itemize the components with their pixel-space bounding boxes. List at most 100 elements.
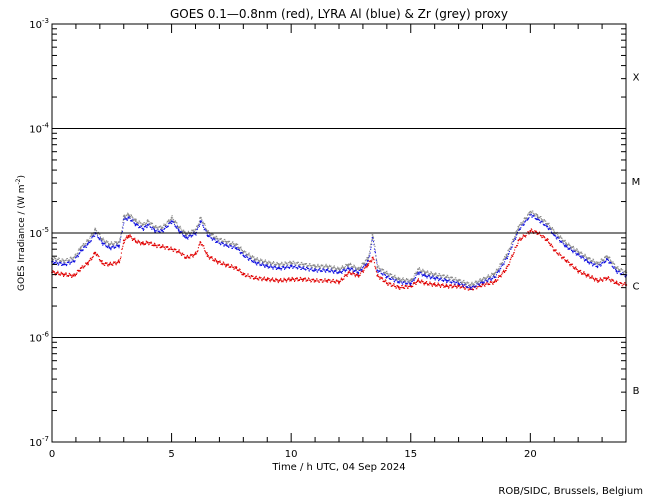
data-point [505,253,508,256]
data-point [424,274,426,277]
data-point [546,225,548,228]
data-point [326,279,328,282]
data-point [216,237,218,240]
flare-class-labels: X M C B [632,72,641,397]
data-point [371,236,374,239]
data-point [565,245,568,248]
data-point [366,256,369,259]
data-point [134,240,137,243]
x-tick-labels: 0 5 10 15 20 [49,449,537,460]
x-tick-label: 0 [49,449,55,460]
data-point [141,223,144,226]
data-point [216,241,218,243]
data-point [146,223,149,226]
y-axis-label-text: GOES Irradiance / (W m [17,185,27,291]
data-point [118,260,120,263]
y-tick-label-exponent: -7 [42,435,49,443]
data-point [153,229,156,232]
data-point [417,279,419,282]
data-point [79,246,82,249]
data-point [596,279,599,282]
data-point [235,243,238,246]
data-point [146,241,149,244]
data-point [338,268,340,271]
y-tick-label: 10-6 [29,331,49,345]
data-point [553,234,556,237]
data-point [457,282,460,285]
data-point [457,285,460,288]
data-point [177,226,180,229]
data-point [161,226,163,229]
data-point [141,227,144,230]
data-point [266,261,269,264]
data-point [357,268,360,271]
data-point [385,282,388,285]
data-point [86,242,89,245]
data-point [445,276,448,278]
data-point [605,277,608,280]
data-point [314,279,316,282]
y-tick-label: 10-4 [29,122,49,136]
data-point [94,228,96,231]
data-point [235,267,238,270]
flare-class-label: C [633,281,640,292]
y-tick-label-base: 10 [29,438,42,449]
data-point [290,261,293,264]
data-point [170,220,173,222]
data-point [553,249,556,252]
x-tick-label: 10 [285,449,298,460]
data-point [278,267,281,270]
y-tick-label-exponent: -6 [42,331,50,339]
data-point [242,250,245,253]
data-point [529,210,532,213]
data-point [122,215,125,218]
data-point [72,274,75,277]
data-point [433,273,436,276]
data-point [127,234,130,237]
x-tick-label: 20 [524,449,537,460]
data-point [118,244,120,247]
data-point [536,215,539,218]
data-point [242,254,245,257]
x-axis-label: Time / h UTC, 04 Sep 2024 [271,462,405,473]
data-point [108,243,111,246]
data-point [206,234,209,237]
data-point [101,238,104,241]
data-point [185,236,187,239]
y-tick-label-exponent: -4 [42,122,50,130]
data-point [586,260,589,263]
data-point [134,223,137,226]
data-point [79,249,82,252]
data-point [194,253,197,255]
data-point [185,233,187,236]
y-tick-label: 10-7 [29,435,49,449]
data-point [565,260,568,262]
flare-class-label: M [632,177,641,188]
data-point [366,263,369,266]
data-point [357,274,360,277]
data-point [302,267,305,270]
y-axis-label-exponent: -2 [15,178,22,184]
data-point [376,274,379,277]
data-point [385,276,388,278]
data-point [546,239,548,242]
data-point [101,242,104,245]
data-point [493,272,496,275]
data-point [199,216,202,219]
y-tick-labels: 10-710-610-510-410-3 [29,17,49,449]
data-point [409,279,412,282]
data-point [216,260,218,263]
series-trace [52,213,628,290]
data-point [577,253,580,256]
data-point [615,267,618,270]
data-point [278,279,281,282]
data-point [457,279,460,282]
y-tick-label-base: 10 [29,229,42,240]
x-tick-label: 15 [404,449,417,460]
data-point [371,256,374,259]
data-point [134,220,137,222]
data-point [302,278,305,281]
data-point [397,286,400,289]
y-tick-label-exponent: -5 [42,226,49,234]
